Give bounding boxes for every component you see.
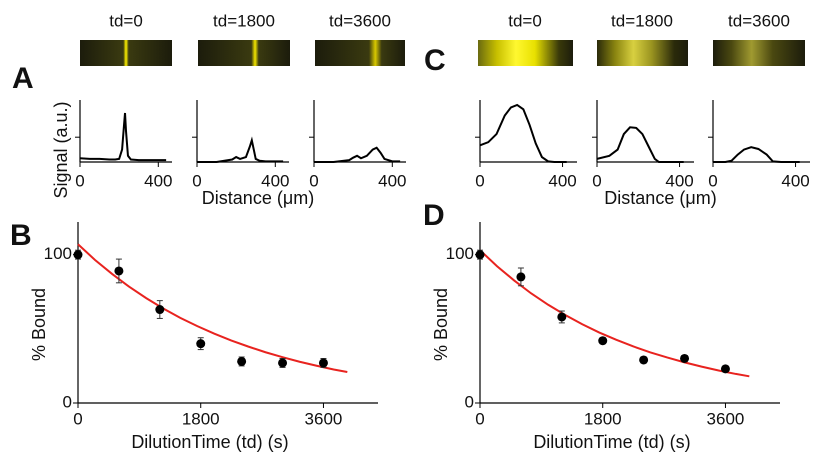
x-axis-title: DilutionTime (td) (s)	[533, 432, 690, 452]
x-tick-label: 0	[73, 409, 82, 428]
chart-title: td=0	[109, 11, 143, 30]
data-point	[196, 339, 206, 349]
fit-line	[77, 243, 348, 373]
data-point	[237, 356, 247, 366]
x-tick-label: 400	[144, 171, 172, 190]
image-strip	[198, 40, 290, 66]
chart-title: td=0	[508, 11, 542, 30]
x-tick-label: 3600	[305, 409, 343, 428]
profile-line	[197, 136, 284, 163]
panel-label: A	[12, 62, 34, 95]
x-tick-label: 400	[665, 171, 693, 190]
profile-line	[79, 112, 167, 162]
data-point	[557, 312, 567, 322]
data-point	[720, 364, 730, 374]
profile-line	[314, 146, 401, 163]
x-tick-label: 0	[475, 409, 484, 428]
x-tick-label: 400	[781, 171, 809, 190]
image-strip	[597, 40, 688, 66]
chart-title: td=3600	[329, 11, 391, 30]
x-tick-label: 3600	[707, 409, 745, 428]
profile-line	[479, 103, 567, 163]
data-point	[598, 336, 608, 346]
data-point	[278, 358, 288, 368]
panel-label: B	[10, 219, 32, 252]
x-tick-label: 400	[548, 171, 576, 190]
x-tick-label: 400	[261, 171, 289, 190]
x-tick-label: 0	[592, 171, 601, 190]
data-point	[680, 353, 690, 363]
chart-title: td=3600	[728, 11, 790, 30]
x-axis-title: Distance (μm)	[202, 188, 314, 208]
data-point	[475, 250, 485, 260]
x-axis-title: Distance (μm)	[604, 188, 716, 208]
panel-label: C	[424, 44, 446, 77]
y-axis-title: % Bound	[29, 288, 49, 361]
x-tick-label: 0	[708, 171, 717, 190]
x-tick-label: 1800	[182, 409, 220, 428]
fit-line	[479, 249, 750, 378]
y-tick-label: 0	[63, 392, 72, 411]
data-point	[114, 266, 124, 276]
y-tick-label: 100	[446, 244, 474, 263]
profile-line	[596, 126, 684, 163]
x-tick-label: 0	[192, 171, 201, 190]
x-tick-label: 0	[475, 171, 484, 190]
data-point	[155, 305, 165, 315]
chart-title: td=1800	[611, 11, 673, 30]
y-tick-label: 100	[44, 244, 72, 263]
x-tick-label: 0	[309, 171, 318, 190]
chart-title: td=1800	[213, 11, 275, 30]
x-tick-label: 400	[378, 171, 406, 190]
y-axis-title: % Bound	[431, 288, 451, 361]
data-point	[318, 358, 328, 368]
x-tick-label: 0	[75, 171, 84, 190]
data-point	[73, 250, 83, 260]
data-point	[639, 355, 649, 365]
image-strip	[713, 40, 805, 66]
x-axis-title: DilutionTime (td) (s)	[131, 432, 288, 452]
y-axis-title: Signal (a.u.)	[51, 101, 71, 198]
profile-line	[713, 146, 800, 163]
image-strip	[315, 40, 405, 66]
y-tick-label: 0	[465, 392, 474, 411]
image-strip	[80, 40, 172, 66]
data-point	[516, 272, 526, 282]
image-strip	[478, 40, 573, 66]
panel-label: D	[423, 199, 445, 232]
x-tick-label: 1800	[584, 409, 622, 428]
